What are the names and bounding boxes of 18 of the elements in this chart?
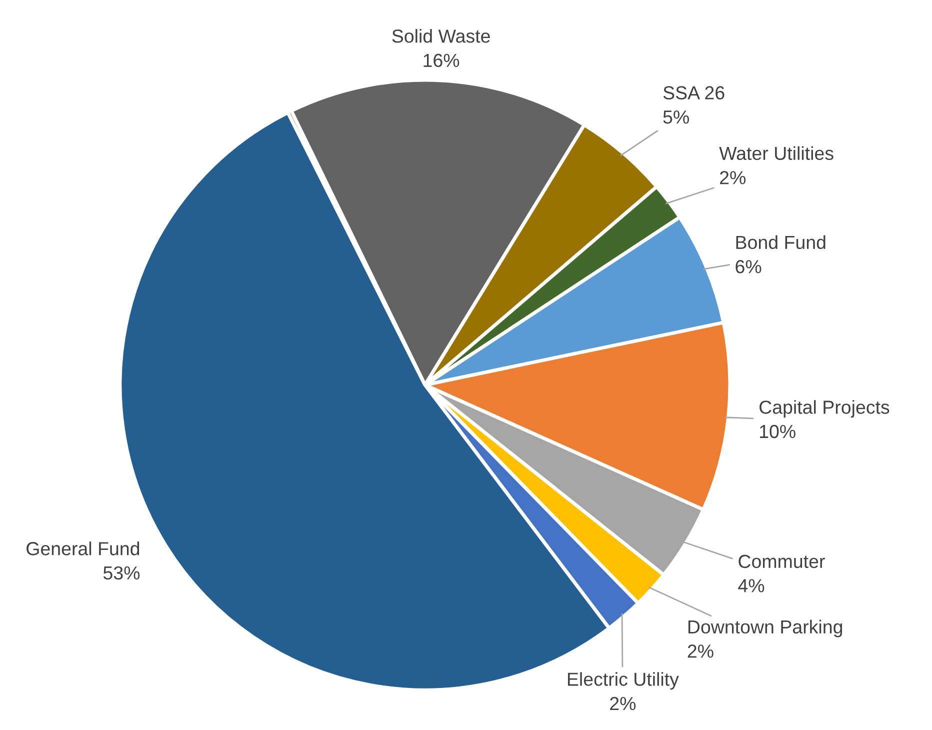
slice-label: Bond Fund: [736, 235, 826, 250]
slice-label: Electric Utility: [568, 672, 679, 690]
slice-label: Commuter: [738, 554, 825, 568]
slice-label: Water Utilities: [719, 146, 834, 160]
data-label: 5%: [663, 110, 689, 124]
data-label: 2%: [688, 644, 714, 658]
data-label: 4%: [738, 579, 764, 592]
slice-label: Solid Waste: [392, 29, 490, 43]
slice-label: Downtown Parking: [688, 620, 842, 638]
data-label: 16%: [424, 54, 460, 68]
slice-label: SSA 26: [663, 86, 724, 100]
data-label: 2%: [610, 696, 636, 710]
data-label: 6%: [736, 260, 762, 274]
data-label: 53%: [103, 566, 140, 580]
data-label: 10%: [760, 424, 796, 438]
slice-label: General Fund: [26, 542, 140, 556]
slice-label: Capital Projects: [760, 400, 890, 418]
data-label: 2%: [720, 171, 746, 184]
